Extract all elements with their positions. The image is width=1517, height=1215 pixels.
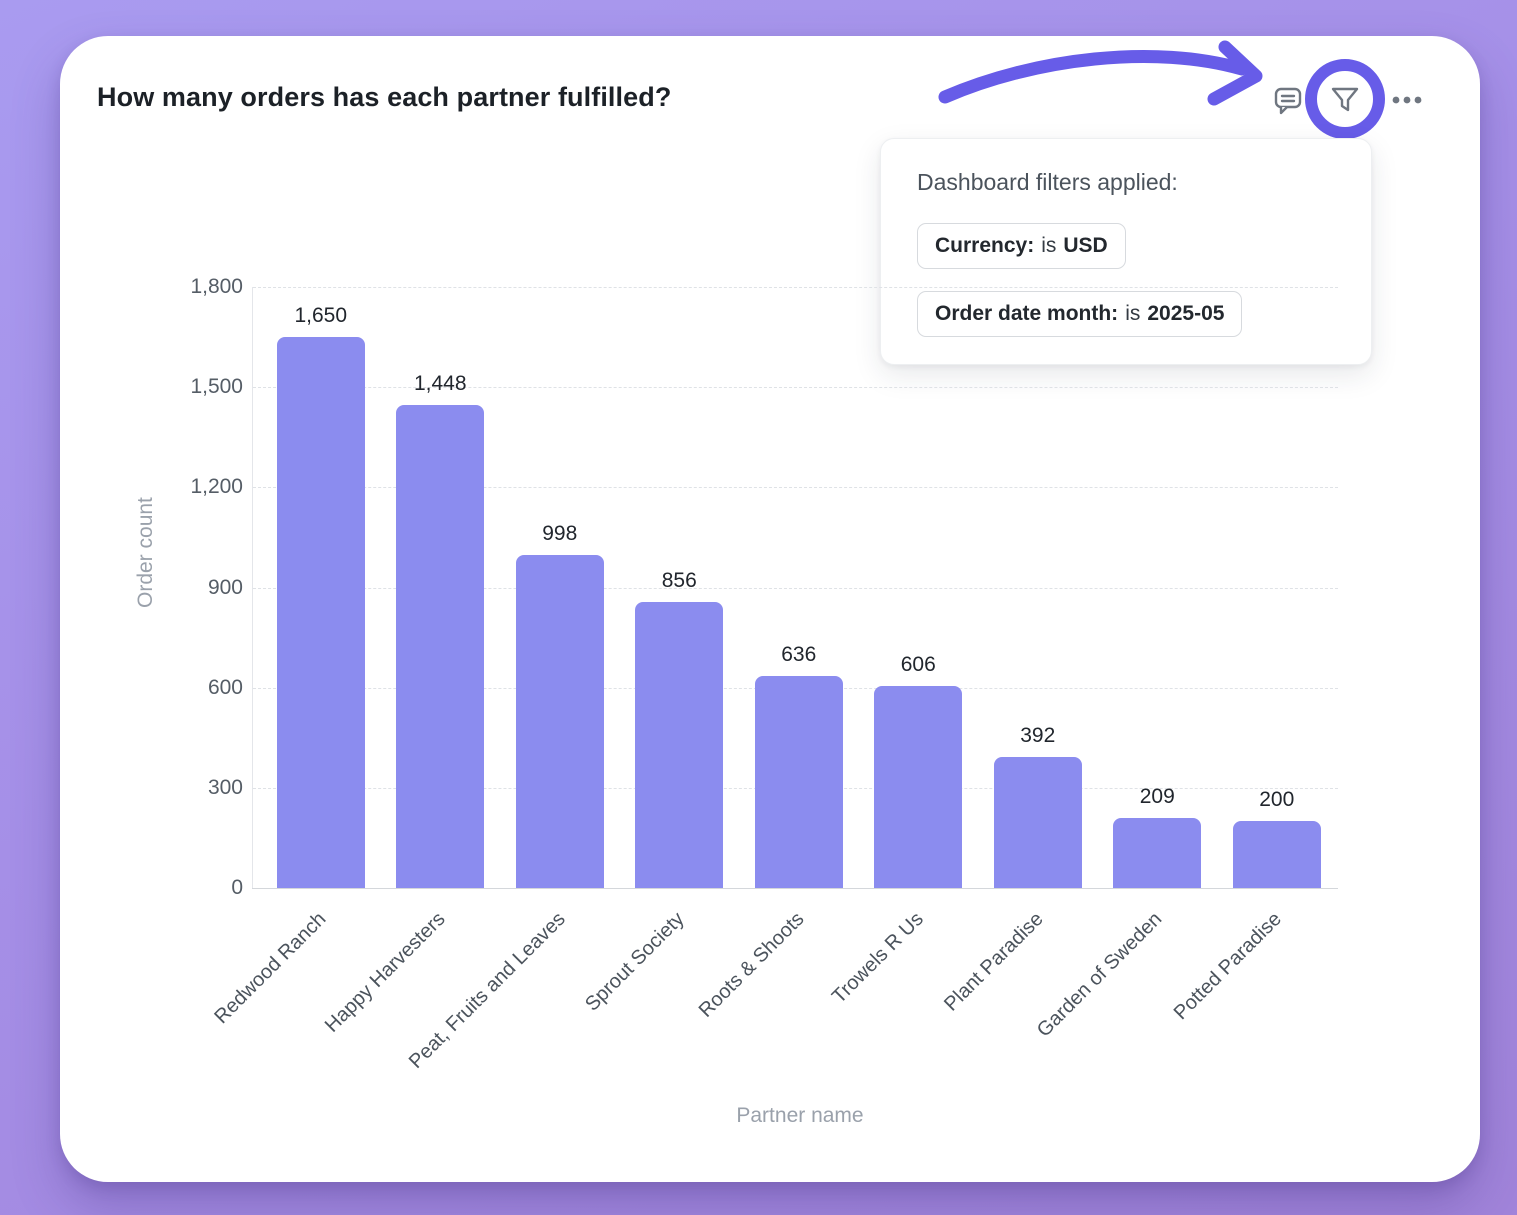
filter-value: USD [1063, 234, 1108, 257]
y-tick-label: 1,800 [190, 275, 243, 298]
bar-value-label: 998 [542, 521, 578, 545]
y-tick-label: 300 [207, 775, 243, 799]
filter-operator: is [1041, 234, 1057, 257]
bar-value-label: 606 [900, 652, 936, 676]
bar-chart: Order count Partner name 0 300 600 900 1,200… [60, 36, 1480, 1182]
bar-value-label: 392 [1020, 724, 1056, 748]
bar-value-label: 1,650 [294, 304, 348, 328]
x-category-label: Redwood Ranch [210, 908, 331, 1029]
bar-value-label: 856 [661, 569, 697, 593]
bar-value-label: 1,448 [413, 371, 467, 395]
x-category-label: Roots & Shoots [694, 908, 809, 1022]
x-category-label: Trowels R Us [827, 908, 928, 1008]
y-tick-label: 900 [207, 575, 243, 599]
filter-value: 2025-05 [1147, 302, 1225, 325]
dashboard-filters-tooltip: Dashboard filters applied: Currency: is … [880, 138, 1372, 365]
bar-potted-paradise[interactable] [1232, 821, 1321, 888]
tooltip-title: Dashboard filters applied: [917, 169, 1178, 195]
filter-field: Currency: [935, 234, 1035, 257]
bar-garden-of-sweden[interactable] [1113, 818, 1202, 888]
card-title: How many orders has each partner fulfill… [97, 82, 672, 112]
y-tick-label: 1,500 [190, 375, 243, 399]
x-category-label: Garden of Sweden [1033, 908, 1167, 1042]
bar-happy-harvesters[interactable] [396, 404, 485, 888]
gridline [253, 287, 1338, 288]
x-category-label: Potted Paradise [1170, 908, 1287, 1025]
filter-operator: is [1125, 302, 1141, 325]
gridline [253, 487, 1338, 489]
filter-field: Order date month: [935, 302, 1119, 325]
gridline [253, 387, 1338, 389]
comment-icon[interactable] [1272, 84, 1304, 116]
x-category-label: Happy Harvesters [321, 908, 450, 1037]
bar-plant-paradise[interactable] [993, 757, 1082, 888]
x-axis-title: Partner name [736, 1104, 864, 1127]
bar-redwood-ranch[interactable] [276, 337, 365, 888]
y-axis-title: Order count [134, 497, 157, 608]
bar-value-label: 636 [781, 642, 817, 666]
y-axis-line [252, 287, 253, 888]
more-options-icon[interactable] [1388, 90, 1428, 110]
bar-peat-fruits-and-leaves[interactable] [515, 554, 604, 888]
y-tick-label: 600 [207, 675, 243, 699]
y-tick-label: 1,200 [190, 475, 243, 499]
y-tick-label: 0 [231, 876, 243, 899]
bar-value-label: 209 [1139, 785, 1175, 809]
filter-chip-order-date[interactable]: Order date month: is 2025-05 [917, 291, 1243, 337]
filter-chip-currency[interactable]: Currency: is USD [917, 223, 1126, 269]
x-category-label: Plant Paradise [939, 908, 1048, 1016]
gridline [253, 587, 1338, 589]
bar-sprout-society[interactable] [635, 602, 724, 888]
bar-value-label: 200 [1259, 788, 1295, 812]
bar-trowels-r-us[interactable] [874, 685, 963, 888]
x-category-label: Sprout Society [581, 908, 689, 1016]
bar-roots-shoots[interactable] [754, 675, 843, 888]
x-axis-line [252, 888, 1338, 889]
chart-card: How many orders has each partner fulfill… [60, 36, 1480, 1182]
